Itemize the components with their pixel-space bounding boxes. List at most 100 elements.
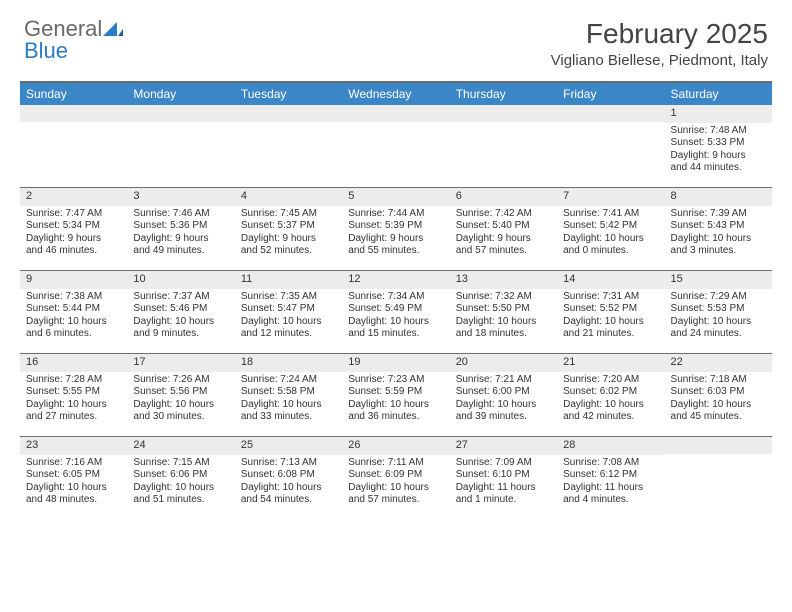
day-cell: 1Sunrise: 7:48 AMSunset: 5:33 PMDaylight… [665, 105, 772, 187]
day-body: Sunrise: 7:48 AMSunset: 5:33 PMDaylight:… [665, 123, 772, 179]
daylight-text: and 49 minutes. [133, 245, 228, 258]
day-cell [342, 105, 449, 187]
sunset-text: Sunset: 6:05 PM [26, 469, 121, 482]
sunrise-text: Sunrise: 7:32 AM [456, 291, 551, 304]
day-cell: 5Sunrise: 7:44 AMSunset: 5:39 PMDaylight… [342, 188, 449, 270]
day-number: 23 [20, 437, 127, 455]
daylight-text: and 33 minutes. [241, 411, 336, 424]
day-cell: 4Sunrise: 7:45 AMSunset: 5:37 PMDaylight… [235, 188, 342, 270]
day-number: 25 [235, 437, 342, 455]
day-cell: 26Sunrise: 7:11 AMSunset: 6:09 PMDayligh… [342, 437, 449, 519]
day-number: 17 [127, 354, 234, 372]
daylight-text: Daylight: 10 hours [241, 316, 336, 329]
day-body: Sunrise: 7:20 AMSunset: 6:02 PMDaylight:… [557, 372, 664, 428]
sunrise-text: Sunrise: 7:09 AM [456, 457, 551, 470]
day-body: Sunrise: 7:21 AMSunset: 6:00 PMDaylight:… [450, 372, 557, 428]
day-number: 7 [557, 188, 664, 206]
day-cell: 27Sunrise: 7:09 AMSunset: 6:10 PMDayligh… [450, 437, 557, 519]
day-cell: 14Sunrise: 7:31 AMSunset: 5:52 PMDayligh… [557, 271, 664, 353]
day-body: Sunrise: 7:38 AMSunset: 5:44 PMDaylight:… [20, 289, 127, 345]
day-body [450, 122, 557, 128]
sunset-text: Sunset: 5:56 PM [133, 386, 228, 399]
week-row: 2Sunrise: 7:47 AMSunset: 5:34 PMDaylight… [20, 187, 772, 270]
day-number: 28 [557, 437, 664, 455]
daylight-text: Daylight: 10 hours [241, 399, 336, 412]
day-number: 18 [235, 354, 342, 372]
day-body: Sunrise: 7:45 AMSunset: 5:37 PMDaylight:… [235, 206, 342, 262]
day-cell: 9Sunrise: 7:38 AMSunset: 5:44 PMDaylight… [20, 271, 127, 353]
day-cell [20, 105, 127, 187]
day-number [665, 437, 772, 454]
day-cell [665, 437, 772, 519]
daylight-text: and 57 minutes. [348, 494, 443, 507]
day-cell: 25Sunrise: 7:13 AMSunset: 6:08 PMDayligh… [235, 437, 342, 519]
day-number: 1 [665, 105, 772, 123]
day-number: 24 [127, 437, 234, 455]
daylight-text: and 55 minutes. [348, 245, 443, 258]
day-body: Sunrise: 7:47 AMSunset: 5:34 PMDaylight:… [20, 206, 127, 262]
sunset-text: Sunset: 5:44 PM [26, 303, 121, 316]
day-body: Sunrise: 7:23 AMSunset: 5:59 PMDaylight:… [342, 372, 449, 428]
sunrise-text: Sunrise: 7:48 AM [671, 125, 766, 138]
day-body: Sunrise: 7:24 AMSunset: 5:58 PMDaylight:… [235, 372, 342, 428]
day-number: 3 [127, 188, 234, 206]
daylight-text: Daylight: 10 hours [133, 316, 228, 329]
daylight-text: and 6 minutes. [26, 328, 121, 341]
daylight-text: Daylight: 11 hours [456, 482, 551, 495]
day-body [557, 122, 664, 128]
day-number [20, 105, 127, 122]
sunrise-text: Sunrise: 7:46 AM [133, 208, 228, 221]
sunset-text: Sunset: 5:58 PM [241, 386, 336, 399]
daylight-text: Daylight: 9 hours [348, 233, 443, 246]
daylight-text: Daylight: 10 hours [26, 399, 121, 412]
day-cell: 21Sunrise: 7:20 AMSunset: 6:02 PMDayligh… [557, 354, 664, 436]
sunrise-text: Sunrise: 7:45 AM [241, 208, 336, 221]
day-cell: 19Sunrise: 7:23 AMSunset: 5:59 PMDayligh… [342, 354, 449, 436]
sunrise-text: Sunrise: 7:16 AM [26, 457, 121, 470]
daylight-text: Daylight: 10 hours [26, 482, 121, 495]
sunset-text: Sunset: 5:33 PM [671, 137, 766, 150]
day-body: Sunrise: 7:11 AMSunset: 6:09 PMDaylight:… [342, 455, 449, 511]
sunset-text: Sunset: 5:46 PM [133, 303, 228, 316]
daylight-text: Daylight: 9 hours [133, 233, 228, 246]
daylight-text: and 21 minutes. [563, 328, 658, 341]
daylight-text: and 51 minutes. [133, 494, 228, 507]
day-cell: 24Sunrise: 7:15 AMSunset: 6:06 PMDayligh… [127, 437, 234, 519]
day-cell: 18Sunrise: 7:24 AMSunset: 5:58 PMDayligh… [235, 354, 342, 436]
day-header: Thursday [450, 83, 557, 105]
day-number [342, 105, 449, 122]
sunrise-text: Sunrise: 7:44 AM [348, 208, 443, 221]
sunrise-text: Sunrise: 7:35 AM [241, 291, 336, 304]
sunset-text: Sunset: 6:00 PM [456, 386, 551, 399]
day-number: 27 [450, 437, 557, 455]
brand-text: General Blue [24, 18, 123, 62]
daylight-text: and 12 minutes. [241, 328, 336, 341]
sunrise-text: Sunrise: 7:21 AM [456, 374, 551, 387]
daylight-text: and 1 minute. [456, 494, 551, 507]
day-number: 21 [557, 354, 664, 372]
daylight-text: Daylight: 10 hours [348, 482, 443, 495]
day-cell: 28Sunrise: 7:08 AMSunset: 6:12 PMDayligh… [557, 437, 664, 519]
daylight-text: and 45 minutes. [671, 411, 766, 424]
daylight-text: Daylight: 10 hours [26, 316, 121, 329]
sunset-text: Sunset: 6:12 PM [563, 469, 658, 482]
sunset-text: Sunset: 6:09 PM [348, 469, 443, 482]
day-body: Sunrise: 7:31 AMSunset: 5:52 PMDaylight:… [557, 289, 664, 345]
sunrise-text: Sunrise: 7:23 AM [348, 374, 443, 387]
daylight-text: and 44 minutes. [671, 162, 766, 175]
sunset-text: Sunset: 5:40 PM [456, 220, 551, 233]
day-cell [235, 105, 342, 187]
sunrise-text: Sunrise: 7:37 AM [133, 291, 228, 304]
sunset-text: Sunset: 5:39 PM [348, 220, 443, 233]
daylight-text: Daylight: 10 hours [671, 233, 766, 246]
day-cell: 20Sunrise: 7:21 AMSunset: 6:00 PMDayligh… [450, 354, 557, 436]
day-body: Sunrise: 7:32 AMSunset: 5:50 PMDaylight:… [450, 289, 557, 345]
month-title: February 2025 [551, 18, 768, 50]
day-header-row: Sunday Monday Tuesday Wednesday Thursday… [20, 83, 772, 105]
sunrise-text: Sunrise: 7:38 AM [26, 291, 121, 304]
sunrise-text: Sunrise: 7:15 AM [133, 457, 228, 470]
daylight-text: Daylight: 9 hours [241, 233, 336, 246]
day-body: Sunrise: 7:28 AMSunset: 5:55 PMDaylight:… [20, 372, 127, 428]
day-body: Sunrise: 7:13 AMSunset: 6:08 PMDaylight:… [235, 455, 342, 511]
sunset-text: Sunset: 5:52 PM [563, 303, 658, 316]
